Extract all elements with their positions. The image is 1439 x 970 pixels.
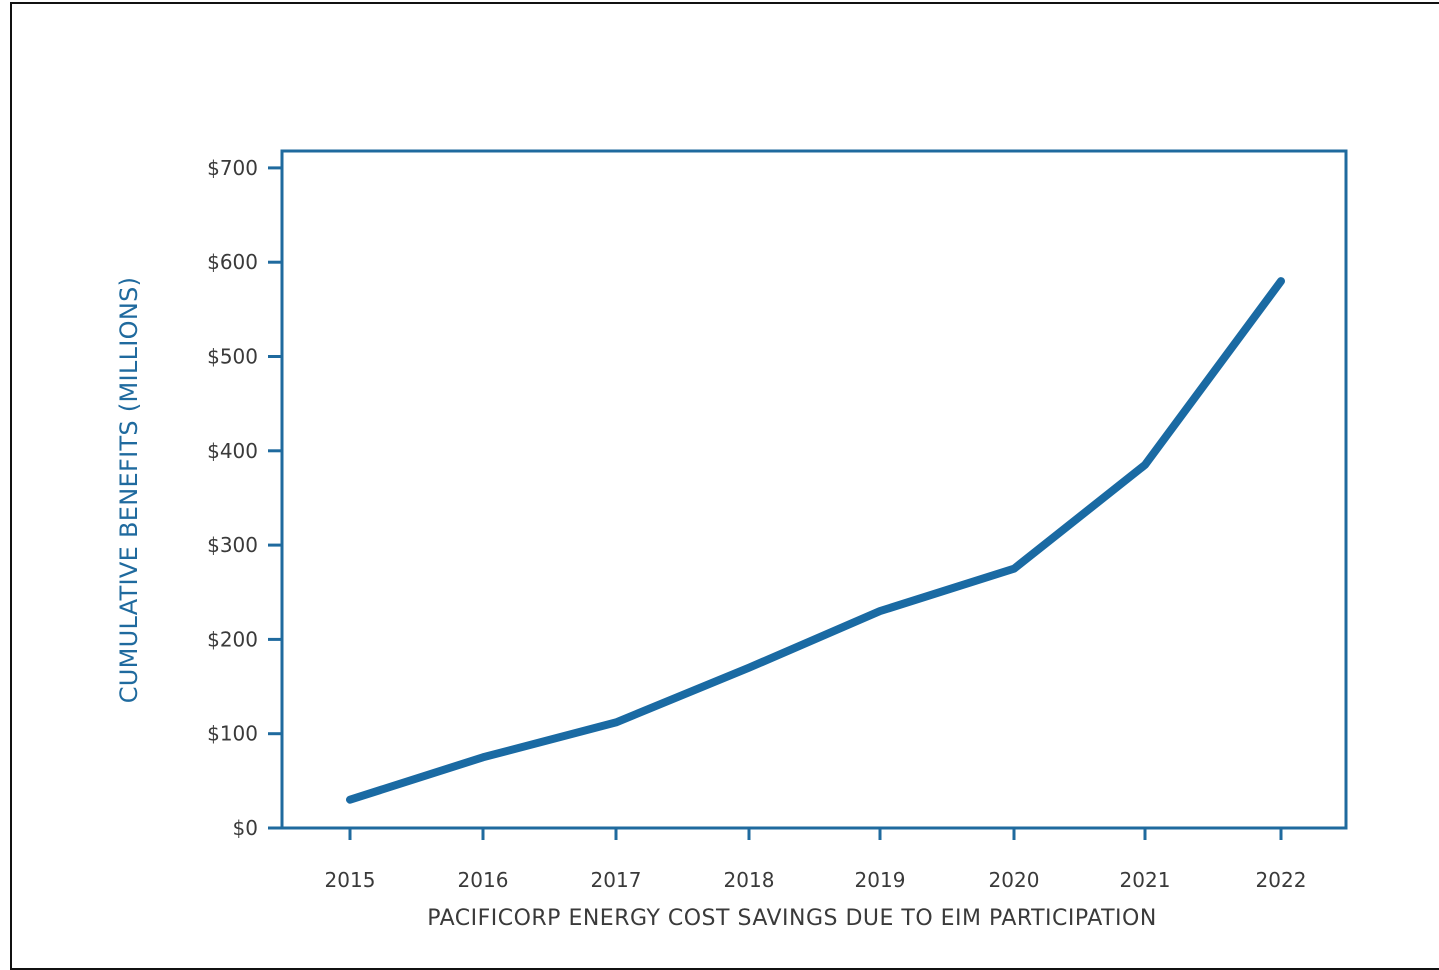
y-tick-label: $600: [207, 250, 258, 274]
y-axis-ticks: $0 $100 $200 $300 $400 $500 $600 $700: [207, 156, 282, 840]
x-tick-label: 2015: [325, 868, 376, 892]
plot-area: [280, 149, 1348, 830]
x-tick-label: 2022: [1256, 868, 1307, 892]
x-tick-label: 2018: [724, 868, 775, 892]
y-tick-label: $100: [207, 722, 258, 746]
series-line: [346, 277, 1285, 804]
x-tick-label: 2019: [855, 868, 906, 892]
y-tick-label: $0: [233, 816, 258, 840]
y-tick-label: $700: [207, 156, 258, 180]
x-tick-label: 2020: [989, 868, 1040, 892]
x-tick-label: 2016: [458, 868, 509, 892]
x-tick-label: 2021: [1120, 868, 1171, 892]
y-axis-label: CUMULATIVE BENEFITS (MILLIONS): [115, 277, 143, 704]
y-tick-label: $400: [207, 439, 258, 463]
x-tick-label: 2017: [591, 868, 642, 892]
y-tick-label: $200: [207, 627, 258, 651]
x-axis-label: PACIFICORP ENERGY COST SAVINGS DUE TO EI…: [427, 906, 1157, 931]
x-axis-ticks: 2015 2016 2017 2018 2019 2020 2021 2022: [325, 828, 1307, 892]
y-tick-label: $500: [207, 345, 258, 369]
y-tick-label: $300: [207, 533, 258, 557]
